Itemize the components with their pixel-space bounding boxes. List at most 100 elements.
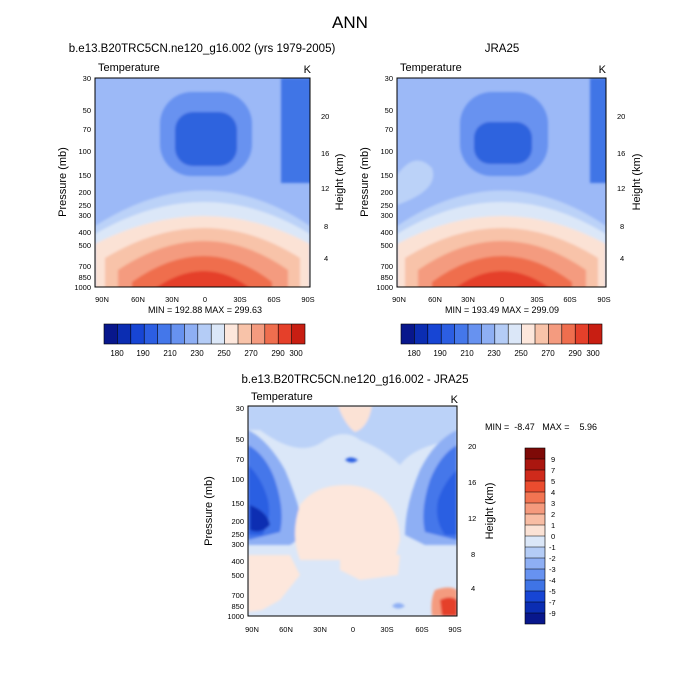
min-max-label: MIN = 192.88 MAX = 299.63 [148,305,262,315]
colorbar-label: 250 [217,349,231,358]
y-right-tick: 12 [468,514,476,523]
y-ticks-right: 20 16 12 8 4 [468,442,476,593]
y-right-tick: 4 [324,254,328,263]
colorbar-label: 190 [433,349,447,358]
colorbar-label: -4 [549,576,556,585]
y-tick: 850 [380,273,393,282]
panel-title: JRA25 [485,43,520,55]
x-ticks: 90N 60N 30N 0 30S 60S 90S [245,625,462,634]
colorbar-label: -7 [549,598,556,607]
x-tick: 90N [245,625,259,634]
x-tick: 30S [233,295,246,304]
y-tick: 700 [78,262,91,271]
x-tick: 0 [351,625,355,634]
y-tick: 50 [236,435,244,444]
y-tick: 30 [236,404,244,413]
y-tick: 300 [78,211,91,220]
right-string: K [451,394,459,406]
right-string: K [304,64,312,76]
y-tick: 100 [380,147,393,156]
y-right-tick: 4 [620,254,624,263]
y-tick: 700 [380,262,393,271]
y-ticks-left: 30 50 70 100 150 200 250 300 400 500 700… [227,404,244,621]
y-right-tick: 4 [471,584,475,593]
y-tick: 500 [231,571,244,580]
y-tick: 250 [231,530,244,539]
min-max-label: MIN = 193.49 MAX = 299.09 [445,305,559,315]
colorbar-label: -2 [549,554,556,563]
colorbar-label: 5 [551,477,555,486]
x-tick: 30N [461,295,475,304]
colorbar-label: 290 [271,349,285,358]
y-tick: 300 [231,540,244,549]
colorbar-label: 210 [163,349,177,358]
left-string: Temperature [400,62,462,74]
x-tick: 60N [131,295,145,304]
y-ticks-left: 30 50 70 100 150 200 250 300 400 500 700… [376,74,393,292]
colorbar-label: 7 [551,466,555,475]
x-tick: 0 [203,295,207,304]
x-tick: 30N [313,625,327,634]
y-axis-label: Pressure (mb) [359,147,371,217]
y-tick: 250 [380,201,393,210]
y-tick: 400 [380,228,393,237]
colorbar-boxes [104,324,305,344]
y-tick: 200 [231,517,244,526]
colorbar-label: 180 [110,349,124,358]
colorbar-label: 290 [568,349,582,358]
y-tick: 70 [385,125,393,134]
y-right-tick: 16 [617,149,625,158]
x-tick: 0 [500,295,504,304]
y-tick: 1000 [74,283,91,292]
y-tick: 150 [78,171,91,180]
y-tick: 850 [78,273,91,282]
y-tick: 150 [231,499,244,508]
y-tick: 500 [78,241,91,250]
x-tick: 90N [95,295,109,304]
colorbar-label: 300 [289,349,303,358]
y-right-tick: 20 [617,112,625,121]
y-tick: 1000 [227,612,244,621]
colorbar-labels: 180 190 210 230 250 270 290 300 [407,349,600,358]
left-string: Temperature [251,391,313,403]
y-tick: 100 [231,475,244,484]
contour-field [397,78,606,287]
colorbar-label: 210 [460,349,474,358]
y-right-axis-label: Height (km) [631,154,643,211]
y-ticks-right: 20 16 12 8 4 [617,112,625,263]
y-tick: 700 [231,591,244,600]
x-tick: 90S [301,295,314,304]
y-right-tick: 20 [468,442,476,451]
y-tick: 400 [231,557,244,566]
panel-obs: JRA25 Temperature K Pressure (mb) Height… [359,43,643,358]
y-right-tick: 12 [617,184,625,193]
y-tick: 50 [385,106,393,115]
colorbar-label: 180 [407,349,421,358]
y-tick: 30 [385,74,393,83]
y-axis-label: Pressure (mb) [57,147,69,217]
y-tick: 400 [78,228,91,237]
left-string: Temperature [98,62,160,74]
x-tick: 60S [267,295,280,304]
panel-difference: b.e13.B20TRC5CN.ne120_g16.002 - JRA25 Te… [203,374,597,634]
y-tick: 1000 [376,283,393,292]
colorbar-boxes [525,448,545,624]
colorbar-label: 300 [586,349,600,358]
colorbar-label: -9 [549,609,556,618]
x-tick: 30N [165,295,179,304]
x-tick: 90S [597,295,610,304]
y-tick: 300 [380,211,393,220]
y-right-tick: 8 [471,550,475,559]
y-right-tick: 16 [321,149,329,158]
colorbar-label: 230 [190,349,204,358]
y-tick: 70 [83,125,91,134]
panel-title: b.e13.B20TRC5CN.ne120_g16.002 - JRA25 [242,374,469,386]
colorbar-labels: 9 7 5 4 3 2 1 0 -1 -2 -3 -4 -5 -7 -9 [549,455,556,618]
y-tick: 150 [380,171,393,180]
min-max-label: MIN = -8.47 MAX = 5.96 [485,422,597,432]
colorbar-label: -3 [549,565,556,574]
y-ticks-left: 30 50 70 100 150 200 250 300 400 500 700… [74,74,91,292]
x-tick: 90N [392,295,406,304]
colorbar-label: -1 [549,543,556,552]
colorbar-boxes [401,324,602,344]
